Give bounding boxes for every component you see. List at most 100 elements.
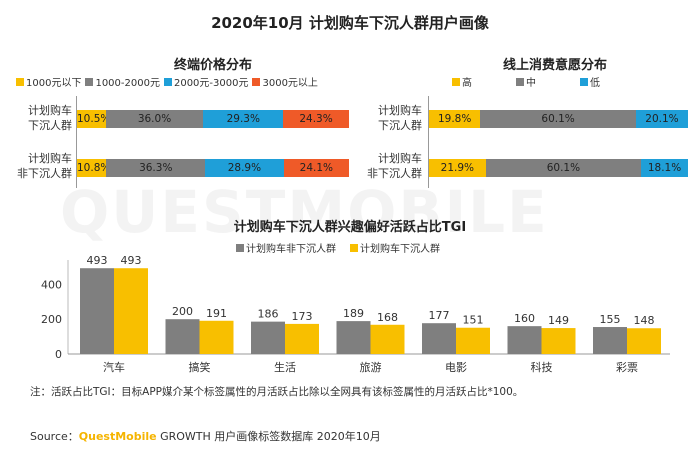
consume-row-label: 计划购车 下沉人群 bbox=[352, 103, 422, 133]
bar bbox=[336, 321, 371, 354]
bar-segment: 24.3% bbox=[283, 110, 349, 128]
price-subtitle: 终端价格分布 bbox=[173, 58, 252, 73]
bar-segment: 21.9% bbox=[429, 159, 486, 177]
bar-value-label: 148 bbox=[634, 314, 655, 327]
bar-value-label: 151 bbox=[463, 314, 484, 327]
legend-swatch bbox=[452, 77, 460, 86]
legend-swatch bbox=[350, 243, 358, 252]
bar-segment: 24.1% bbox=[283, 159, 349, 177]
footnote: 注：活跃占比TGI：目标APP媒介某个标签属性的月活跃占比除以全网具有该标签属性… bbox=[30, 386, 524, 398]
bar-segment: 36.3% bbox=[106, 159, 206, 177]
bar bbox=[285, 323, 319, 354]
bar-segment: 60.1% bbox=[480, 110, 636, 128]
consume-row-label: 计划购车 非下沉人群 bbox=[352, 151, 422, 181]
bar-value-label: 186 bbox=[258, 308, 279, 321]
bar bbox=[370, 324, 405, 354]
bar bbox=[114, 268, 148, 354]
bar-value-label: 189 bbox=[343, 307, 364, 320]
y-tick-label: 200 bbox=[41, 313, 62, 326]
bar-segment: 29.3% bbox=[203, 110, 284, 128]
tgi-legend: 计划购车非下沉人群 计划购车下沉人群 bbox=[236, 240, 444, 255]
bar bbox=[541, 328, 576, 354]
row-label-line: 计划购车 bbox=[28, 104, 72, 117]
legend-item: 低 bbox=[580, 74, 600, 89]
price-row-label: 计划购车 非下沉人群 bbox=[2, 151, 72, 181]
bar bbox=[627, 328, 661, 354]
row-label-line: 下沉人群 bbox=[28, 119, 72, 132]
consume-bar-row-2: 21.9% 60.1% 18.1% bbox=[429, 159, 688, 177]
row-label-line: 计划购车 bbox=[378, 152, 422, 165]
price-bar-row-1: 10.5% 36.0% 29.3% 24.3% bbox=[77, 110, 349, 128]
consume-bar-row-1: 19.8% 60.1% 20.1% bbox=[429, 110, 688, 128]
legend-label: 低 bbox=[590, 78, 600, 89]
bar bbox=[80, 268, 114, 354]
x-category-label: 科技 bbox=[531, 360, 553, 374]
price-bar-row-2: 10.8% 36.3% 28.9% 24.1% bbox=[77, 159, 349, 177]
legend-item: 3000元以上 bbox=[252, 74, 318, 89]
legend-label: 高 bbox=[462, 78, 472, 89]
bar-value-label: 177 bbox=[429, 309, 450, 322]
bar-segment: 20.1% bbox=[635, 110, 688, 128]
source-prefix: Source： bbox=[30, 430, 79, 443]
legend-item: 1000元以下 bbox=[16, 74, 81, 89]
legend-swatch bbox=[252, 77, 261, 86]
legend-label: 3000元以上 bbox=[262, 78, 318, 89]
legend-item: 计划购车非下沉人群 bbox=[236, 240, 336, 255]
bar bbox=[199, 320, 234, 354]
legend-swatch bbox=[16, 77, 24, 86]
row-label-line: 计划购车 bbox=[378, 104, 422, 117]
legend-swatch bbox=[580, 77, 588, 86]
bar-segment: 28.9% bbox=[205, 159, 284, 177]
bar bbox=[165, 319, 200, 354]
bar-value-label: 493 bbox=[87, 254, 108, 267]
page-title: 2020年10月 计划购车下沉人群用户画像 bbox=[211, 14, 489, 32]
bar bbox=[422, 323, 456, 354]
source-brand: QuestMobile bbox=[78, 430, 157, 443]
legend-label: 2000元-3000元 bbox=[173, 78, 249, 89]
x-category-label: 搞笑 bbox=[189, 360, 211, 374]
x-category-label: 汽车 bbox=[103, 360, 125, 374]
bar-value-label: 160 bbox=[514, 312, 535, 325]
legend-label: 计划购车下沉人群 bbox=[360, 244, 440, 255]
x-category-label: 彩票 bbox=[616, 361, 638, 374]
watermark: QUESTMOBILE bbox=[60, 178, 549, 246]
source-rest: GROWTH 用户画像标签数据库 2020年10月 bbox=[156, 430, 381, 443]
bar bbox=[593, 327, 627, 354]
source-line: Source：QuestMobile GROWTH 用户画像标签数据库 2020… bbox=[30, 428, 381, 444]
bar-segment: 18.1% bbox=[641, 159, 688, 177]
price-axis bbox=[76, 96, 77, 188]
bar bbox=[251, 321, 285, 354]
row-label-line: 非下沉人群 bbox=[367, 167, 422, 180]
y-tick-label: 0 bbox=[55, 348, 62, 361]
bar-value-label: 191 bbox=[206, 307, 227, 320]
tgi-chart: 0 200 400 493 493 汽车 200 191 搞笑 186 173 生活 189 168 旅游 1… bbox=[41, 254, 670, 374]
bar bbox=[456, 327, 490, 354]
x-category-label: 旅游 bbox=[360, 360, 382, 374]
price-row-label: 计划购车 下沉人群 bbox=[2, 103, 72, 133]
bar-value-label: 155 bbox=[600, 313, 621, 326]
bar-segment: 10.8% bbox=[77, 159, 107, 177]
legend-label: 计划购车非下沉人群 bbox=[246, 244, 336, 255]
legend-label: 中 bbox=[526, 78, 536, 89]
bar-segment: 36.0% bbox=[105, 110, 204, 128]
x-category-label: 生活 bbox=[274, 360, 296, 374]
price-legend: 1000元以下 1000-2000元 2000元-3000元 3000元以上 bbox=[16, 74, 322, 89]
consume-subtitle: 线上消费意愿分布 bbox=[502, 58, 607, 73]
legend-swatch bbox=[85, 77, 94, 86]
legend-item: 2000元-3000元 bbox=[163, 74, 249, 89]
legend-swatch bbox=[516, 77, 524, 86]
bar-segment: 60.1% bbox=[485, 159, 642, 177]
y-tick-label: 400 bbox=[41, 278, 62, 291]
tgi-title: 计划购车下沉人群兴趣偏好活跃占比TGI bbox=[233, 220, 467, 235]
row-label-line: 非下沉人群 bbox=[17, 167, 72, 180]
bar-value-label: 149 bbox=[548, 314, 569, 327]
x-category-label: 电影 bbox=[445, 361, 467, 374]
row-label-line: 计划购车 bbox=[28, 152, 72, 165]
legend-swatch bbox=[163, 77, 172, 86]
legend-item: 计划购车下沉人群 bbox=[350, 240, 440, 255]
bar bbox=[507, 326, 542, 354]
legend-item: 1000-2000元 bbox=[85, 74, 160, 89]
consume-axis bbox=[428, 96, 429, 188]
legend-label: 1000-2000元 bbox=[95, 78, 160, 89]
consume-legend: 高 中 低 bbox=[452, 74, 604, 89]
